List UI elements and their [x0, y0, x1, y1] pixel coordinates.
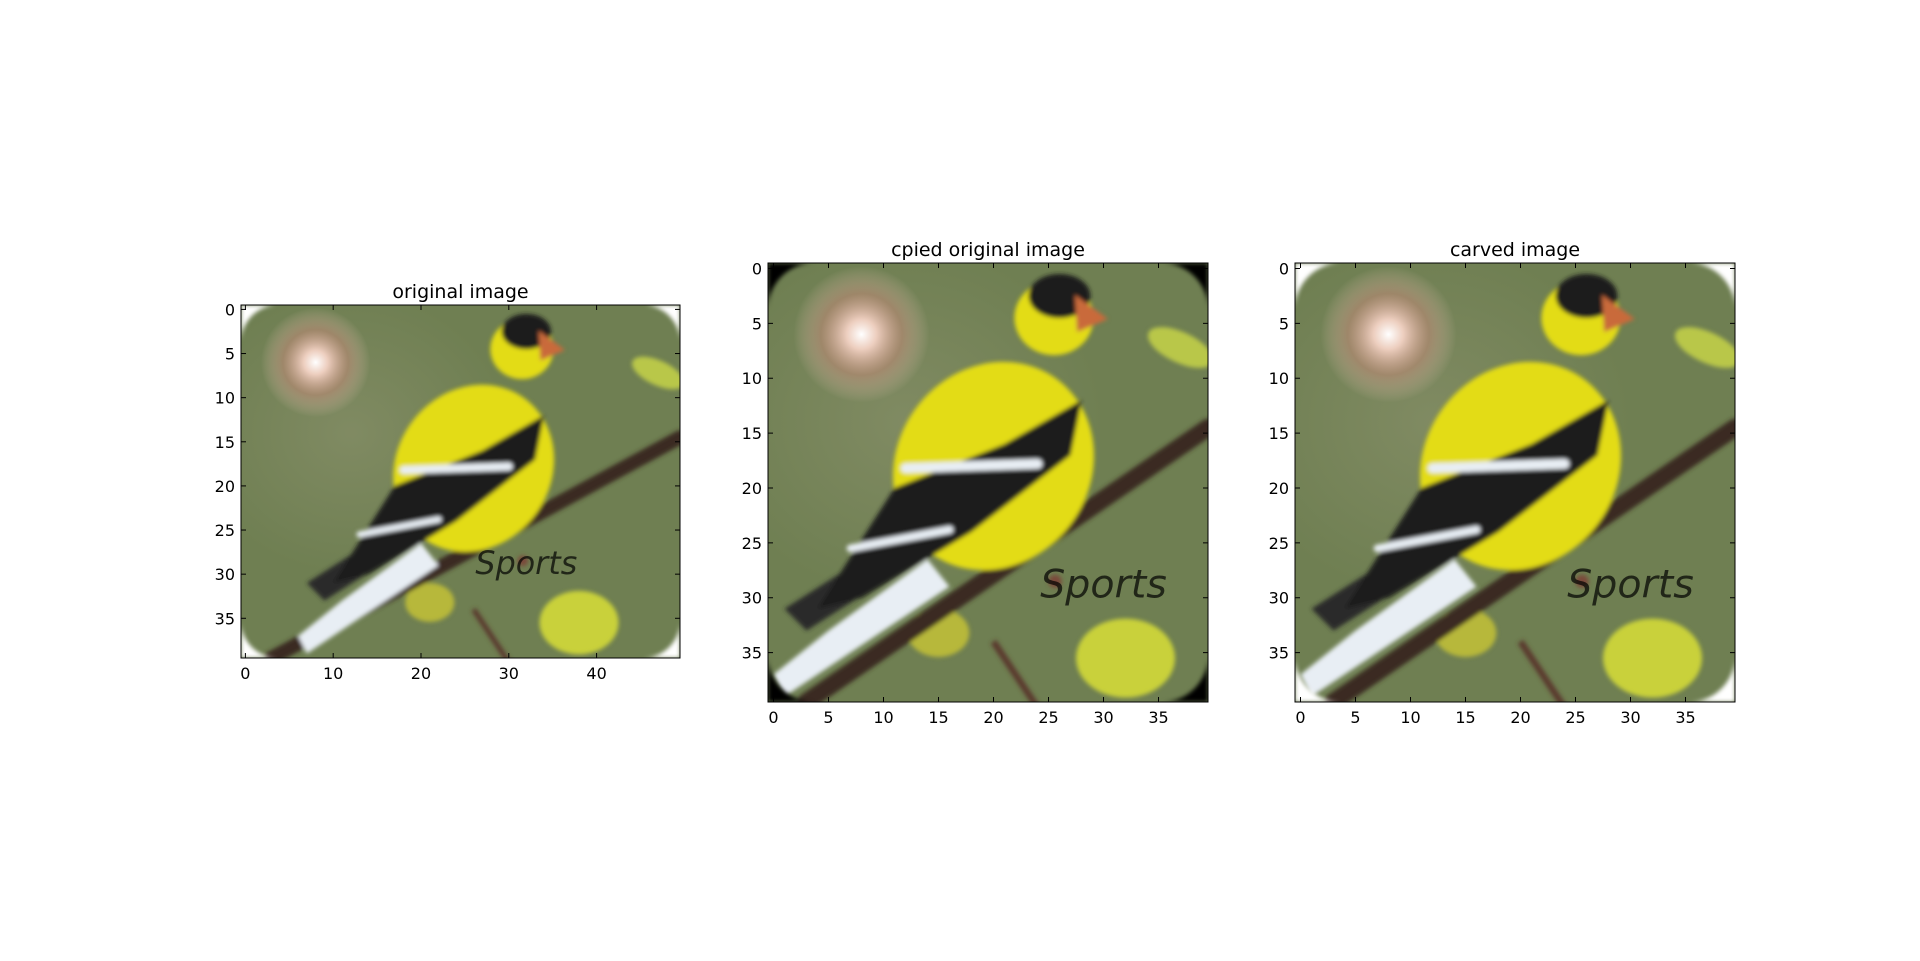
wing-bar-lower: [356, 516, 442, 538]
image-content: Sports: [241, 305, 680, 658]
image-content: Sports: [1295, 263, 1735, 702]
leaf-edge: [1674, 327, 1735, 368]
leaf-edge: [1147, 327, 1208, 368]
y-tick-label: 0: [752, 259, 762, 278]
y-tick-label: 0: [225, 300, 235, 319]
bird-beak: [1601, 294, 1635, 333]
panel-cpied-original-image: Sports 0 5 10 15 20 25 30 35 0 5 10 15 20 25 30 35 cpied …: [742, 239, 1209, 727]
panel-original-image: Sports 0 10 20 30 40 0 5 10 15 20 25 30 35 original im…: [215, 281, 681, 683]
wing-bar-lower: [846, 525, 954, 553]
x-tick-label: 25: [1565, 708, 1585, 727]
bird-foot: [1575, 574, 1589, 588]
y-tick-label: 25: [215, 521, 235, 540]
y-tick-label: 15: [215, 433, 235, 452]
bird-tail: [773, 559, 950, 697]
bird-cap: [1028, 273, 1091, 318]
x-tick-label: 20: [1510, 708, 1530, 727]
x-tick-label: 10: [873, 708, 893, 727]
x-tick-label: 0: [1295, 708, 1305, 727]
x-tick-label: 20: [411, 664, 431, 683]
axes-frame: [767, 262, 1209, 703]
x-tick-label: 40: [586, 664, 606, 683]
bird-scene: [773, 273, 1208, 702]
y-tick-label: 0: [1279, 259, 1289, 278]
y-tick-label: 10: [215, 389, 235, 408]
y-tick-label: 35: [215, 609, 235, 628]
x-tick-label: 25: [1038, 708, 1058, 727]
y-tick-label: 15: [742, 424, 762, 443]
glow-spot: [793, 266, 930, 403]
wing-bar: [1427, 458, 1570, 474]
y-tick-label: 30: [742, 589, 762, 608]
x-tick-label: 30: [1093, 708, 1113, 727]
y-tick-label: 20: [1269, 479, 1289, 498]
bird-scene: [264, 313, 680, 658]
y-tick-label: 5: [225, 345, 235, 364]
bird-cap: [1555, 273, 1618, 318]
panel-title: cpied original image: [891, 239, 1085, 261]
x-tick-label: 15: [1455, 708, 1475, 727]
wing-bar: [399, 462, 513, 474]
bird-foot: [1048, 574, 1062, 588]
x-tick-label: 10: [1400, 708, 1420, 727]
twig: [990, 639, 1038, 702]
wing-bar-lower: [1373, 525, 1481, 553]
bird-beak: [1074, 294, 1108, 333]
leaf-large: [1603, 618, 1702, 698]
panel-title: original image: [392, 281, 528, 303]
x-tick-label: 35: [1148, 708, 1168, 727]
leaf-edge: [632, 356, 680, 390]
axes-frame: [1294, 262, 1736, 703]
y-tick-label: 30: [215, 565, 235, 584]
y-tick-label: 5: [752, 314, 762, 333]
axes-frame: [240, 304, 681, 659]
y-tick-label: 10: [1269, 369, 1289, 388]
x-tick-label: 30: [499, 664, 519, 683]
leaf-large: [1076, 618, 1175, 698]
bird-cap: [501, 313, 551, 350]
bird-beak: [538, 330, 565, 361]
x-tick-label: 20: [983, 708, 1003, 727]
watermark-text: Sports: [475, 546, 577, 582]
bird-tail: [298, 543, 439, 654]
x-tick-label: 5: [823, 708, 833, 727]
y-tick-label: 30: [1269, 589, 1289, 608]
wing-bar: [900, 458, 1043, 474]
x-tick-label: 0: [768, 708, 778, 727]
twig: [471, 607, 510, 658]
x-tick-label: 15: [928, 708, 948, 727]
glow-spot: [1320, 266, 1457, 403]
watermark-text: Sports: [1567, 562, 1694, 608]
y-tick-label: 25: [742, 534, 762, 553]
y-tick-label: 5: [1279, 314, 1289, 333]
x-tick-label: 10: [323, 664, 343, 683]
image-content: Sports: [768, 263, 1208, 702]
y-tick-label: 20: [742, 479, 762, 498]
leaf-large: [539, 590, 619, 655]
y-tick-label: 15: [1269, 424, 1289, 443]
glow-spot: [260, 307, 371, 418]
bird-scene: [1300, 273, 1735, 702]
bird-wing: [817, 400, 1082, 609]
x-tick-label: 0: [240, 664, 250, 683]
x-tick-label: 30: [1620, 708, 1640, 727]
twig: [1517, 639, 1565, 702]
leaf-small: [405, 582, 455, 622]
y-tick-label: 25: [1269, 534, 1289, 553]
bird-foot: [517, 555, 529, 567]
bird-wing: [333, 415, 544, 583]
bird-tail: [1300, 559, 1477, 697]
y-tick-label: 35: [1269, 644, 1289, 663]
x-tick-label: 5: [1350, 708, 1360, 727]
panel-title: carved image: [1450, 239, 1580, 261]
panel-carved-image: Sports 0 5 10 15 20 25 30 35 0 5 10 15 20 25 30 35 carved…: [1269, 239, 1736, 727]
y-tick-label: 20: [215, 477, 235, 496]
bird-wing: [1344, 400, 1609, 609]
x-tick-label: 35: [1675, 708, 1695, 727]
watermark-text: Sports: [1040, 562, 1167, 608]
y-tick-label: 10: [742, 369, 762, 388]
y-tick-label: 35: [742, 644, 762, 663]
